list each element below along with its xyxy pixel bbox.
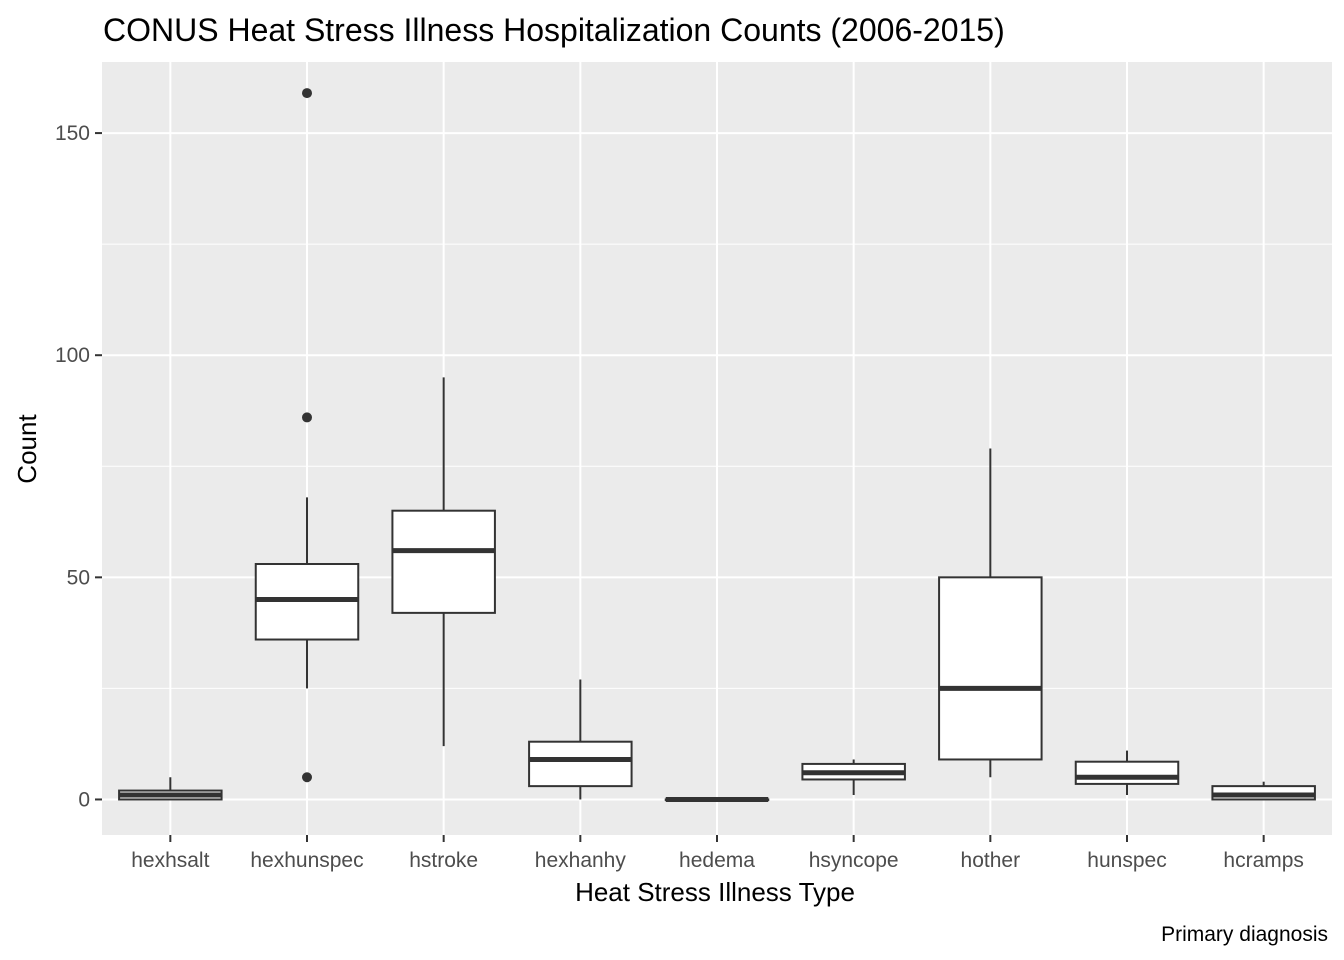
x-tick-label: hcramps	[1223, 849, 1304, 872]
box-hexhsalt	[118, 777, 223, 801]
outlier-point	[302, 88, 312, 99]
box-iqr	[391, 509, 496, 614]
x-tick-label: hexhanhy	[535, 849, 627, 872]
box-iqr	[528, 740, 633, 788]
y-tick-label: 150	[55, 122, 90, 145]
box-hexhunspec	[254, 88, 360, 783]
boxes	[118, 88, 1316, 802]
box-hunspec	[1074, 750, 1180, 796]
chart-title: CONUS Heat Stress Illness Hospitalizatio…	[103, 12, 1005, 48]
box-hedema	[664, 796, 770, 802]
x-tick-label: hunspec	[1087, 849, 1166, 872]
outlier-point	[302, 772, 312, 783]
x-axis-title: Heat Stress Illness Type	[575, 877, 855, 907]
box-hstroke	[391, 377, 496, 747]
box-hother	[938, 448, 1043, 778]
box-hsyncope	[801, 759, 906, 796]
x-tick-label: hedema	[679, 849, 755, 872]
x-tick-label: hexhunspec	[250, 849, 363, 872]
y-axis: 0 50 100 150	[55, 122, 102, 811]
y-tick-label: 50	[67, 566, 90, 589]
x-tick-label: hstroke	[409, 849, 478, 872]
box-iqr	[1074, 760, 1180, 785]
box-hexhanhy	[528, 679, 633, 800]
box-hcramps	[1211, 781, 1316, 801]
y-axis-title: Count	[12, 414, 42, 484]
y-tick-label: 100	[55, 344, 90, 367]
box-iqr	[938, 576, 1043, 761]
x-tick-label: hexhsalt	[131, 849, 209, 872]
y-tick-label: 0	[78, 788, 90, 811]
x-tick-label: hsyncope	[809, 849, 899, 872]
chart-caption: Primary diagnosis	[1161, 923, 1328, 946]
outlier-point	[302, 412, 312, 423]
x-tick-label: hother	[961, 849, 1021, 872]
x-axis: hexhsalt hexhunspec hstroke hexhanhy hedema h…	[131, 835, 1304, 872]
